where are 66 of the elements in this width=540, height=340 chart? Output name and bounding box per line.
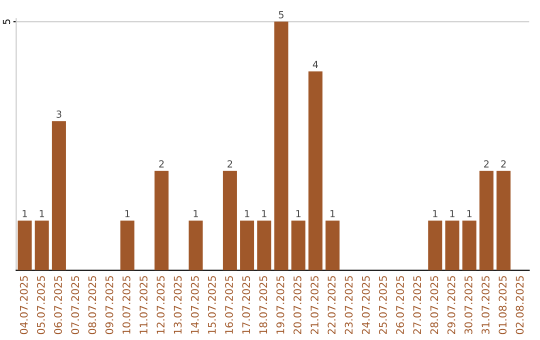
bar [222,170,237,270]
x-tick-label: 18.07.2025 [259,276,268,334]
x-tick-label: 30.07.2025 [464,276,472,334]
bar [291,220,306,270]
x-tick-label: 02.08.2025 [516,276,524,334]
x-tick-label: 19.07.2025 [276,276,284,334]
bar [34,220,49,270]
x-tick-label: 20.07.2025 [293,276,302,334]
x-tick-label: 25.07.2025 [378,276,387,334]
x-tick-label: 04.07.2025 [20,276,28,334]
x-tick-label: 31.07.2025 [482,276,490,334]
bar [240,220,254,270]
x-tick-label: 11.07.2025 [140,276,148,334]
x-tick-label: 16.07.2025 [225,276,233,334]
x-tick-label: 10.07.2025 [122,276,130,334]
x-tick-label: 08.07.2025 [88,276,96,334]
bar [462,220,476,270]
data-label: 5 [278,11,284,18]
x-tick-label: 26.07.2025 [396,276,404,334]
data-label: 1 [125,210,130,218]
bar [120,220,134,270]
data-label: 1 [330,210,335,218]
x-tick-label: 15.07.2025 [208,276,216,334]
bar [308,71,322,270]
data-label: 1 [262,210,266,218]
x-tick-label: 12.07.2025 [156,276,165,334]
x-tick-label: 21.07.2025 [310,276,318,334]
data-label: 1 [194,210,198,218]
bar [18,220,32,270]
x-tick-label: 22.07.2025 [328,276,336,334]
data-label: 4 [312,60,318,68]
bar [479,170,494,270]
bar [445,220,460,270]
bar [188,220,203,270]
bar [52,121,66,270]
data-label: 2 [228,160,232,168]
data-label: 1 [22,210,27,218]
bar [154,170,169,270]
x-tick-label: 06.07.2025 [54,276,62,334]
x-tick-label: 13.07.2025 [174,276,182,334]
bar [428,220,442,270]
x-tick-label: 01.08.2025 [498,276,507,334]
x-tick-label: 14.07.2025 [190,276,199,334]
bar [496,170,511,270]
x-tick-label: 07.07.2025 [71,276,80,334]
x-tick-label: 23.07.2025 [344,276,353,334]
data-label: 1 [450,210,454,218]
bar [274,22,288,270]
x-tick-label: 17.07.2025 [242,276,250,334]
x-tick-label: 28.07.2025 [430,276,438,334]
bar [257,220,272,270]
data-label: 3 [56,110,62,118]
x-tick-label: 27.07.2025 [413,276,422,334]
data-label: 1 [296,210,301,218]
data-label: 1 [433,210,438,218]
data-label: 2 [484,160,489,168]
data-label: 2 [159,160,164,168]
data-label: 1 [245,210,250,218]
x-tick-label: 24.07.2025 [362,276,370,334]
data-label: 1 [40,210,44,218]
x-tick-label: 09.07.2025 [105,276,114,334]
data-label: 1 [467,210,472,218]
x-tick-label: 05.07.2025 [36,276,45,334]
x-tick-label: 29.07.2025 [447,276,456,334]
data-label: 2 [501,160,506,168]
bar [326,220,340,270]
